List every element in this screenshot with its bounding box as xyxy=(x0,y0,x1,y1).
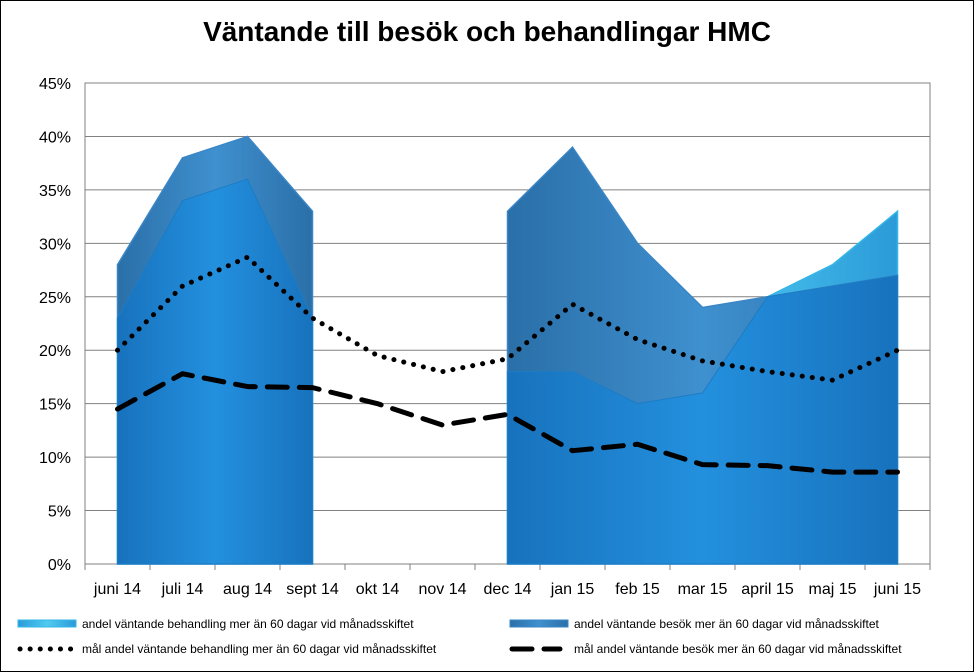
x-tick-label: jan 15 xyxy=(550,581,595,598)
x-tick-label: okt 14 xyxy=(356,581,400,598)
y-tick-label: 45% xyxy=(39,76,71,93)
line-mal-behandling xyxy=(115,254,900,383)
x-tick-label: dec 14 xyxy=(483,581,531,598)
chart-title: Väntande till besök och behandlingar HMC xyxy=(203,16,771,47)
line-mal-besok xyxy=(115,371,900,475)
legend-label: mål andel väntande besök mer än 60 dagar… xyxy=(574,642,902,656)
area-overlap xyxy=(117,178,313,565)
legend-label: andel väntande besök mer än 60 dagar vid… xyxy=(574,617,880,631)
y-tick-label: 10% xyxy=(39,450,71,467)
y-tick-label: 30% xyxy=(39,236,71,253)
legend-swatch xyxy=(17,619,77,628)
x-tick-label: maj 15 xyxy=(808,581,856,598)
x-tick-label: nov 14 xyxy=(418,581,466,598)
area-overlap xyxy=(507,274,898,565)
x-tick-label: juni 14 xyxy=(93,581,141,598)
y-tick-label: 20% xyxy=(39,343,71,360)
y-tick-label: 35% xyxy=(39,183,71,200)
y-tick-label: 0% xyxy=(48,557,71,574)
x-tick-label: sept 14 xyxy=(286,581,339,598)
x-tick-label: feb 15 xyxy=(615,581,660,598)
legend-swatch xyxy=(509,619,569,628)
y-tick-label: 5% xyxy=(48,504,71,521)
x-tick-label: juni 15 xyxy=(873,581,921,598)
x-tick-label: aug 14 xyxy=(223,581,272,598)
y-tick-label: 25% xyxy=(39,290,71,307)
x-tick-label: april 15 xyxy=(741,581,794,598)
y-tick-label: 40% xyxy=(39,129,71,146)
y-tick-label: 15% xyxy=(39,397,71,414)
legend-label: andel väntande behandling mer än 60 daga… xyxy=(82,617,414,631)
x-tick-label: juli 14 xyxy=(161,581,204,598)
legend-label: mål andel väntande behandling mer än 60 … xyxy=(82,642,437,656)
x-tick-label: mar 15 xyxy=(678,581,728,598)
